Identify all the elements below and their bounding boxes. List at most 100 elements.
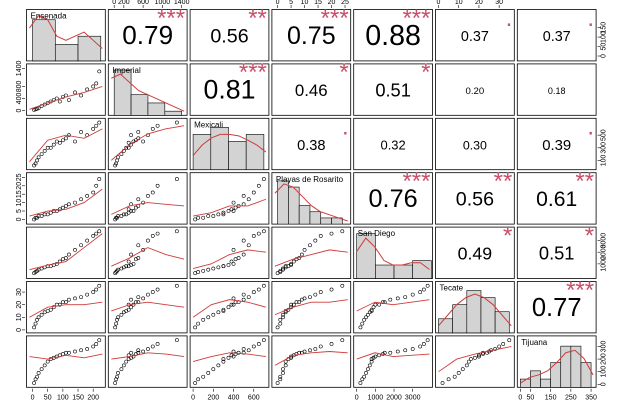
scatter-point: [79, 197, 83, 202]
y-tick-label: 3000: [600, 233, 607, 249]
y-tick-label: 50: [600, 43, 607, 51]
x-tick-label: 25: [341, 0, 349, 6]
smooth-line: [192, 352, 266, 363]
scatter-point: [60, 300, 65, 305]
scatter-point: [206, 214, 211, 218]
scatter-point: [60, 138, 65, 143]
scatter-point: [221, 210, 226, 215]
scatter-point: [289, 263, 293, 267]
y-tick-label: 800: [16, 81, 23, 93]
scatter-point: [141, 200, 146, 205]
scatter-point: [67, 202, 71, 207]
scatter-point: [67, 297, 71, 302]
panel: [271, 63, 352, 116]
scatter-point: [64, 204, 68, 208]
histogram-bar: [540, 378, 551, 388]
scatter-point: [115, 374, 119, 379]
scatter-point: [57, 99, 62, 104]
correlation: 0.81: [204, 75, 256, 105]
y-tick-label: 5: [16, 209, 23, 213]
scatter-point: [73, 139, 77, 144]
scatter-point: [48, 307, 53, 312]
scatter-point: [493, 347, 498, 351]
scatter-point: [308, 295, 312, 300]
panel: [189, 63, 270, 116]
y-tick-label: 0: [600, 54, 607, 58]
correlation: 0.51: [539, 243, 575, 264]
smooth-line: [438, 346, 512, 373]
panel: [107, 281, 188, 334]
scatter-point: [48, 145, 53, 150]
scatter-point: [236, 256, 241, 260]
density-curve: [274, 183, 348, 222]
scatter-point: [360, 377, 365, 382]
scatter-point: [150, 234, 155, 238]
scatter-point: [85, 347, 90, 351]
scatter-point: [477, 354, 481, 359]
scatter-point: [126, 259, 131, 264]
scatter-point: [365, 312, 370, 317]
panel: [353, 335, 433, 388]
x-tick-label: 0: [191, 395, 195, 402]
scatter-point: [278, 321, 283, 326]
scatter-point: [421, 287, 426, 292]
scatter-point: [45, 101, 50, 105]
scatter-point: [369, 307, 374, 312]
scatter-point: [329, 231, 334, 236]
scatter-point: [216, 363, 221, 368]
scatter-point: [464, 363, 469, 368]
scatter-point: [340, 338, 345, 343]
scatter-point: [299, 252, 304, 257]
x-tick-label: 50: [44, 395, 52, 402]
scatter-point: [115, 158, 119, 163]
scatter-point: [231, 209, 236, 213]
scatter-point: [278, 270, 283, 274]
y-tick-label: 0: [16, 217, 23, 221]
scatter-point: [193, 217, 198, 222]
scatter-point: [388, 297, 393, 302]
scatter-point: [60, 257, 65, 262]
scatter-point: [32, 381, 36, 385]
scatter-point: [206, 315, 211, 320]
significance-stars: ***: [566, 277, 594, 304]
scatter-point: [251, 344, 256, 349]
y-tick-label: 200: [600, 353, 607, 365]
x-tick-label: 1000: [368, 395, 384, 402]
scatter-point: [60, 352, 65, 356]
scatter-point: [497, 344, 502, 349]
scatter-point: [60, 205, 65, 210]
scatter-point: [51, 142, 56, 147]
variable-name: Tecate: [440, 284, 464, 293]
scatter-point: [114, 377, 119, 382]
histogram-bar: [356, 233, 376, 279]
x-tick-label: 30: [495, 0, 503, 6]
scatter-point: [206, 267, 211, 272]
scatter-point: [33, 215, 38, 220]
x-tick-label: 200: [87, 395, 99, 402]
scatter-point: [281, 367, 285, 372]
panel: [107, 335, 188, 388]
scatter-point: [291, 259, 296, 264]
scatter-point: [174, 120, 179, 125]
y-tick-label: 30: [16, 288, 23, 296]
scatter-point: [121, 212, 126, 217]
x-tick-label: 20: [475, 0, 483, 6]
x-tick-label: 400: [228, 395, 240, 402]
scatter-point: [155, 183, 160, 188]
scatter-point: [289, 302, 293, 307]
scatter-point: [174, 177, 179, 181]
scatter-point: [73, 349, 77, 354]
density-curve: [356, 237, 430, 270]
scatter-point: [67, 252, 71, 257]
scatter-point: [289, 261, 293, 266]
scatter-point: [231, 302, 236, 307]
y-tick-label: 150: [600, 22, 607, 34]
scatter-point: [32, 325, 36, 330]
scatter-point: [116, 267, 120, 272]
scatter-point: [501, 342, 506, 346]
scatter-point: [221, 264, 226, 269]
scatter-point: [313, 238, 318, 243]
scatter-point: [425, 283, 430, 288]
scatter-point: [371, 305, 376, 310]
